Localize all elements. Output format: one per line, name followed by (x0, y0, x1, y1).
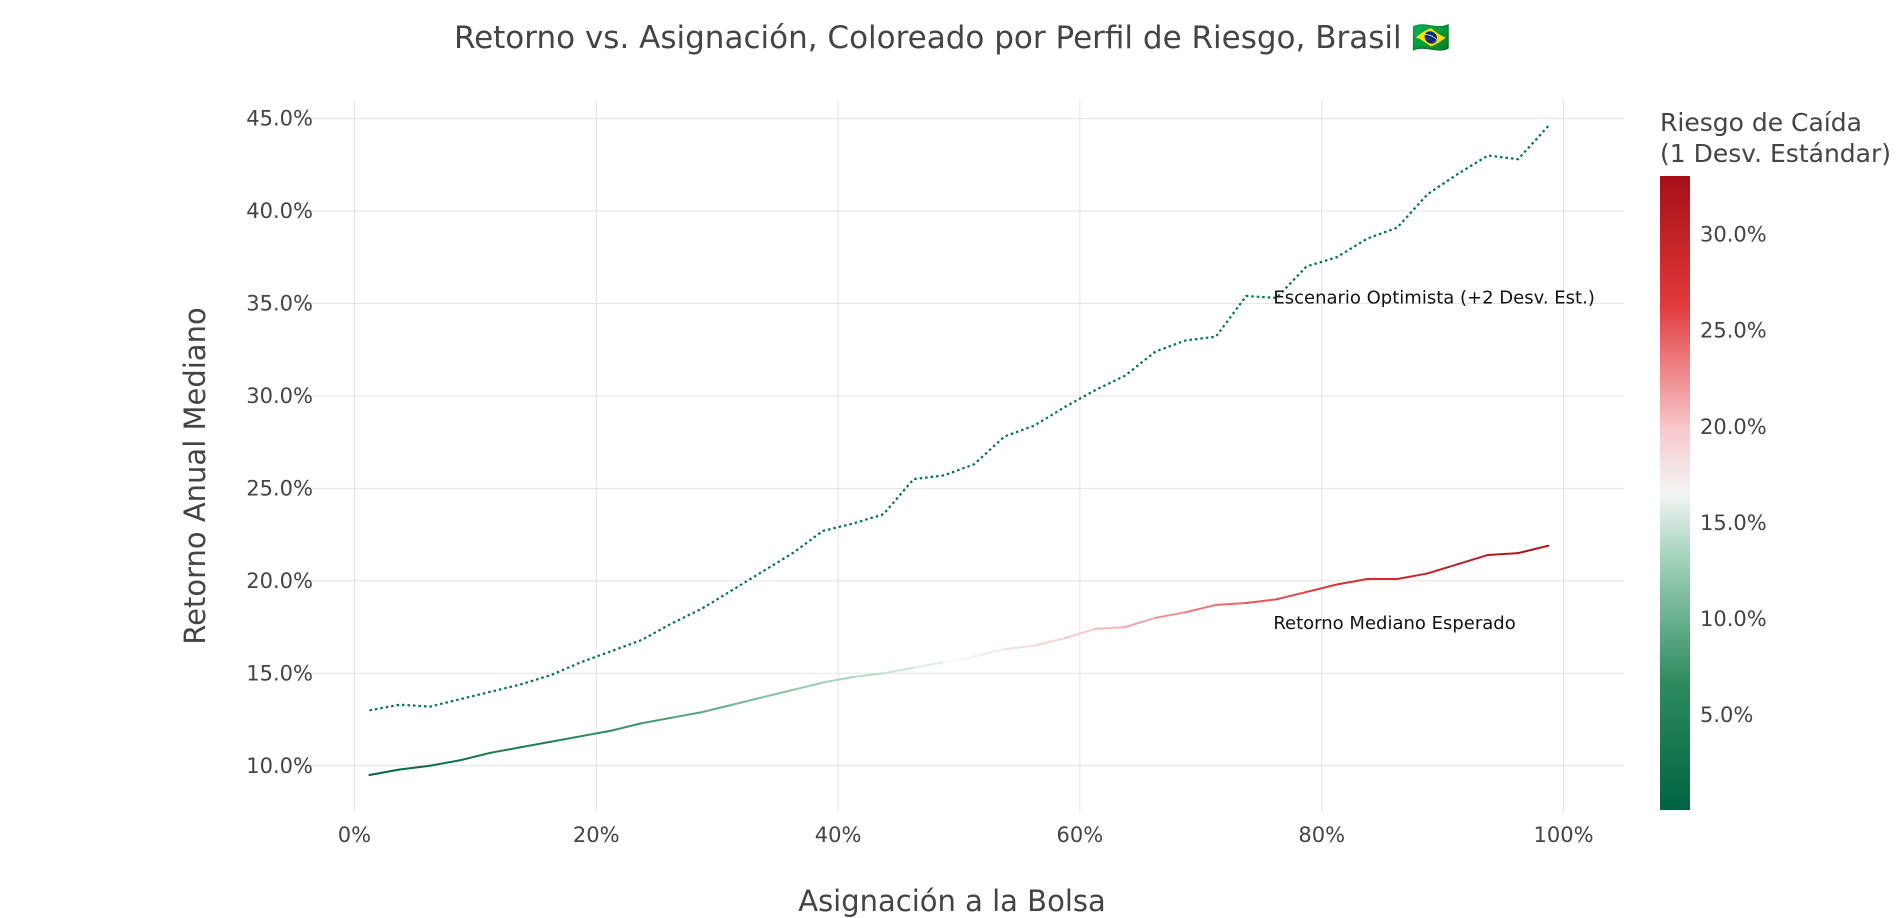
colorbar-tick-label: 5.0% (1700, 703, 1753, 727)
x-axis-title: Asignación a la Bolsa (798, 884, 1106, 918)
series-segment-median (519, 740, 552, 749)
series-segment-median (973, 648, 1006, 658)
series-segment-median (821, 675, 855, 684)
series-segment-median (1154, 611, 1187, 619)
y-axis-title: Retorno Anual Mediano (178, 307, 212, 644)
colorbar-tick-label: 20.0% (1700, 415, 1767, 439)
series-segment-median (1426, 563, 1459, 575)
series-segment-median (368, 768, 401, 777)
y-tick-label: 40.0% (246, 199, 313, 223)
series-segment-median (1094, 626, 1127, 630)
series-segment-median (610, 722, 643, 732)
series-segment-median (882, 666, 915, 675)
series-segment-median (1063, 627, 1097, 640)
x-axis-ticks: 0% 20% 40% 60% 80% 100% (338, 823, 1594, 847)
grid (300, 100, 1624, 812)
series-segment-median (1033, 637, 1066, 647)
series-line-optimistic (369, 125, 1550, 712)
series-segment-median (1184, 603, 1217, 614)
colorbar-ticks: 5.0% 10.0% 15.0% 20.0% 25.0% 30.0% (1700, 223, 1767, 727)
x-tick-label: 20% (573, 823, 620, 847)
series-segment-median (670, 711, 704, 719)
series-segment-median (640, 716, 673, 725)
colorbar-tick-label: 10.0% (1700, 607, 1767, 631)
series-segment-median (1245, 598, 1278, 605)
x-tick-label: 0% (338, 823, 371, 847)
x-tick-label: 40% (815, 823, 862, 847)
y-tick-label: 10.0% (246, 754, 313, 778)
series-segment-median (852, 672, 885, 678)
series-segment-median (549, 735, 583, 743)
colorbar-tick-label: 15.0% (1700, 511, 1767, 535)
series-layer (368, 125, 1550, 777)
series-segment-median (942, 655, 976, 664)
series-segment-median (398, 764, 431, 771)
y-tick-label: 15.0% (246, 661, 313, 685)
colorbar-title-line-1: Riesgo de Caída (1660, 108, 1862, 137)
y-tick-label: 35.0% (246, 291, 313, 315)
y-tick-label: 45.0% (246, 106, 313, 130)
colorbar-title-line-2: (1 Desv. Estándar) (1660, 139, 1891, 168)
series-segment-median (1305, 583, 1338, 593)
series-segment-median (489, 746, 522, 754)
colorbar: Riesgo de Caída (1 Desv. Estándar) 5.0% 1… (1660, 108, 1891, 810)
y-tick-label: 20.0% (246, 569, 313, 593)
y-axis-ticks: 10.0% 15.0% 20.0% 25.0% 30.0% 35.0% 40.0% 45.0% (246, 106, 313, 777)
annotation-label: Escenario Optimista (+2 Desv. Est.) (1273, 287, 1595, 308)
chart-title: Retorno vs. Asignación, Coloreado por Pe… (454, 20, 1450, 56)
series-segment-median (1124, 616, 1157, 629)
x-tick-label: 60% (1057, 823, 1104, 847)
series-segment-median (1396, 572, 1429, 580)
series-segment-median (459, 751, 492, 762)
series-segment-median (701, 703, 734, 714)
series-segment-median (1275, 590, 1308, 601)
x-tick-label: 80% (1298, 823, 1345, 847)
series-segment-median (1214, 602, 1248, 606)
colorbar-tick-label: 25.0% (1700, 319, 1767, 343)
series-segment-median (1486, 552, 1520, 556)
series-segment-median (580, 729, 613, 738)
colorbar-gradient (1660, 176, 1690, 810)
series-segment-median (1456, 553, 1489, 566)
series-segment-median (761, 688, 794, 699)
x-tick-label: 100% (1534, 823, 1594, 847)
series-segment-median (791, 681, 824, 691)
colorbar-tick-label: 30.0% (1700, 223, 1767, 247)
series-segment-median (1003, 644, 1036, 651)
series-segment-median (731, 696, 764, 706)
series-segment-median (1517, 544, 1550, 555)
y-tick-label: 30.0% (246, 384, 313, 408)
annotations: Escenario Optimista (+2 Desv. Est.) Retor… (1273, 287, 1595, 633)
annotation-label: Retorno Mediano Esperado (1273, 613, 1515, 634)
y-tick-label: 25.0% (246, 476, 313, 500)
series-segment-median (428, 759, 462, 767)
series-segment-median (1335, 577, 1369, 586)
series-segment-median (912, 661, 945, 669)
